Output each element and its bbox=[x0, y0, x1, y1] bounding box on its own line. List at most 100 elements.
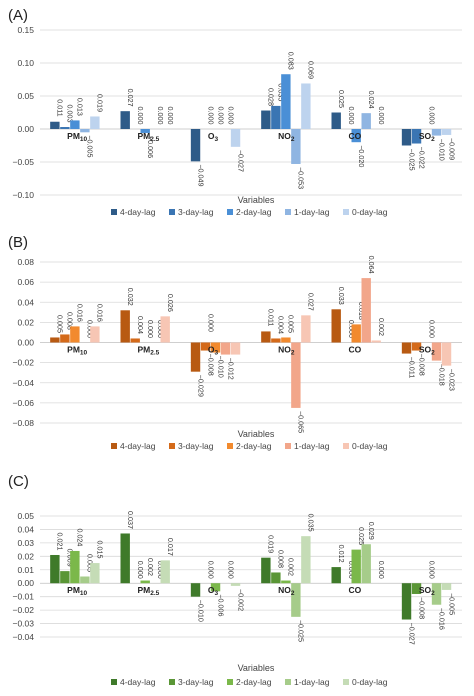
bar bbox=[291, 342, 301, 408]
legend-label: 2-day-lag bbox=[236, 441, 272, 451]
legend-swatch bbox=[169, 443, 175, 449]
data-label: 0.000 bbox=[136, 107, 145, 125]
bar bbox=[230, 129, 241, 147]
bar bbox=[60, 334, 70, 343]
chart-panel-3: (C) 0.05 0.04 0.03 0.02 0.01 0.00 −0.01 −0.02 −0.… bbox=[8, 473, 462, 687]
bar bbox=[80, 576, 90, 584]
data-label: 0.021 bbox=[56, 532, 65, 550]
category-label: CO bbox=[349, 585, 362, 595]
data-label: 0.002 bbox=[377, 318, 386, 336]
y-tick-label: 0.04 bbox=[17, 297, 34, 307]
y-tick-label: 0.05 bbox=[17, 91, 34, 101]
x-axis-title: Variables bbox=[238, 663, 275, 673]
bar bbox=[200, 342, 211, 351]
y-tick-label: 0.06 bbox=[17, 277, 34, 287]
data-label: 0.024 bbox=[76, 528, 85, 546]
panel-label: (B) bbox=[8, 234, 28, 251]
bar bbox=[301, 536, 311, 584]
bar bbox=[331, 567, 341, 584]
bar bbox=[281, 337, 291, 343]
data-label: −0.002 bbox=[236, 589, 245, 611]
bar bbox=[271, 105, 281, 129]
data-label: 0.027 bbox=[307, 293, 316, 311]
bar bbox=[120, 310, 130, 343]
bar bbox=[431, 342, 442, 361]
data-label: 0.000 bbox=[226, 561, 235, 579]
data-label: 0.017 bbox=[166, 538, 175, 556]
bar bbox=[301, 315, 311, 343]
bar bbox=[50, 337, 60, 343]
data-label: 0.003 bbox=[66, 105, 75, 123]
legend-label: 4-day-lag bbox=[120, 677, 156, 687]
legend-label: 2-day-lag bbox=[236, 207, 272, 217]
legend-swatch bbox=[227, 679, 233, 685]
bar bbox=[60, 127, 70, 129]
category-label: NO2 bbox=[278, 345, 295, 357]
bar bbox=[371, 340, 381, 343]
legend-label: 3-day-lag bbox=[178, 441, 214, 451]
data-label: −0.022 bbox=[417, 147, 426, 169]
data-label: 0.083 bbox=[287, 52, 296, 70]
category-label: CO bbox=[349, 131, 362, 141]
y-tick-label: −0.01 bbox=[12, 592, 34, 602]
legend-label: 2-day-lag bbox=[236, 677, 272, 687]
data-label: −0.005 bbox=[86, 135, 95, 157]
bar bbox=[261, 331, 271, 343]
panel-label: (C) bbox=[8, 473, 29, 490]
data-label: −0.027 bbox=[236, 150, 245, 172]
bar bbox=[190, 583, 201, 597]
data-label: 0.029 bbox=[367, 522, 376, 540]
data-label: 0.012 bbox=[337, 545, 346, 563]
y-tick-label: 0.03 bbox=[17, 538, 34, 548]
legend-label: 0-day-lag bbox=[352, 677, 388, 687]
category-subscript: 2 bbox=[291, 350, 295, 357]
category-subscript: 2 bbox=[431, 136, 435, 143]
bar bbox=[401, 342, 412, 354]
data-label: 0.033 bbox=[337, 287, 346, 305]
legend-swatch bbox=[343, 443, 349, 449]
bar bbox=[361, 113, 371, 129]
data-label: 0.000 bbox=[427, 561, 436, 579]
bar bbox=[411, 129, 422, 144]
data-label: 0.000 bbox=[206, 107, 215, 125]
legend-swatch bbox=[343, 679, 349, 685]
data-label: 0.005 bbox=[86, 554, 95, 572]
data-label: 0.026 bbox=[166, 294, 175, 312]
data-label: −0.023 bbox=[447, 369, 456, 391]
y-tick-label: 0.00 bbox=[17, 578, 34, 588]
bar bbox=[411, 342, 422, 351]
bar bbox=[190, 129, 201, 162]
bar bbox=[230, 342, 241, 355]
data-label: −0.025 bbox=[297, 620, 306, 642]
data-label: 0.011 bbox=[267, 309, 276, 326]
data-label: −0.027 bbox=[407, 623, 416, 645]
chart-panel-2: (B) 0.08 0.06 0.04 0.02 0.00 −0.02 −0.04 −0.06 −0… bbox=[8, 234, 462, 451]
bar bbox=[431, 129, 442, 136]
y-tick-label: 0.05 bbox=[17, 511, 34, 521]
bar bbox=[80, 129, 90, 133]
y-tick-label: 0.04 bbox=[17, 524, 34, 534]
bar bbox=[261, 110, 271, 129]
legend-swatch bbox=[111, 679, 117, 685]
y-tick-label: 0.00 bbox=[17, 338, 34, 348]
y-tick-label: −0.08 bbox=[12, 418, 34, 428]
legend-label: 0-day-lag bbox=[352, 441, 388, 451]
data-label: −0.049 bbox=[196, 164, 205, 186]
bar bbox=[50, 554, 60, 584]
data-label: 0.000 bbox=[206, 561, 215, 579]
bar bbox=[261, 557, 271, 584]
data-label: 0.019 bbox=[267, 535, 276, 553]
legend-label: 4-day-lag bbox=[120, 207, 156, 217]
bar bbox=[90, 326, 100, 343]
legend-label: 3-day-lag bbox=[178, 207, 214, 217]
category-label: PM10 bbox=[67, 345, 87, 357]
data-label: −0.025 bbox=[407, 149, 416, 171]
category-subscript: 2 bbox=[431, 590, 435, 597]
category-label: SO2 bbox=[419, 585, 435, 597]
bar bbox=[441, 583, 452, 590]
y-tick-label: −0.04 bbox=[12, 632, 34, 642]
legend-label: 1-day-lag bbox=[294, 207, 330, 217]
legend-label: 1-day-lag bbox=[294, 441, 330, 451]
